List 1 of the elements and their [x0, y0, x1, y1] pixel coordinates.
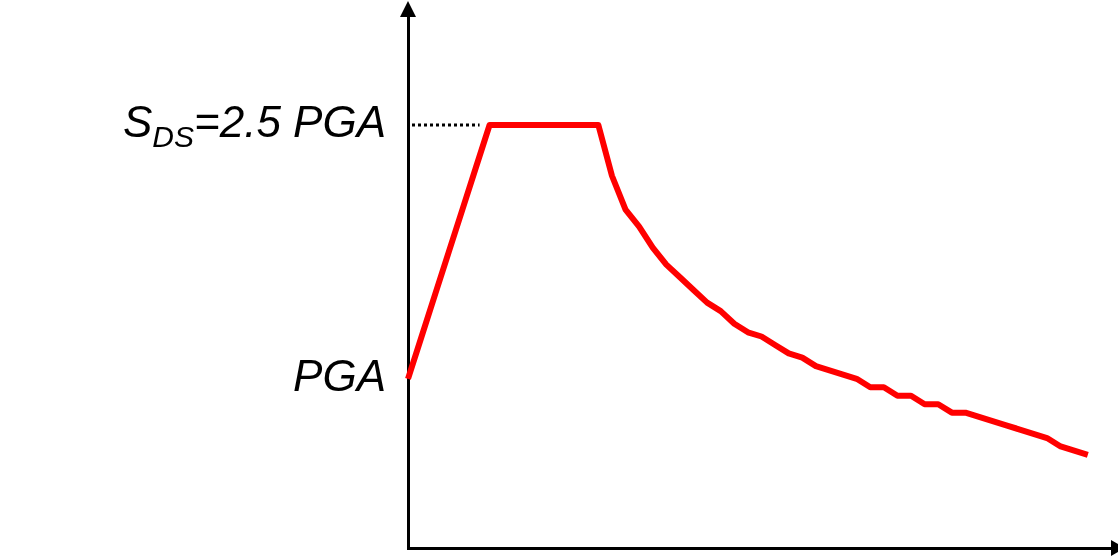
text: PGA: [293, 351, 386, 401]
